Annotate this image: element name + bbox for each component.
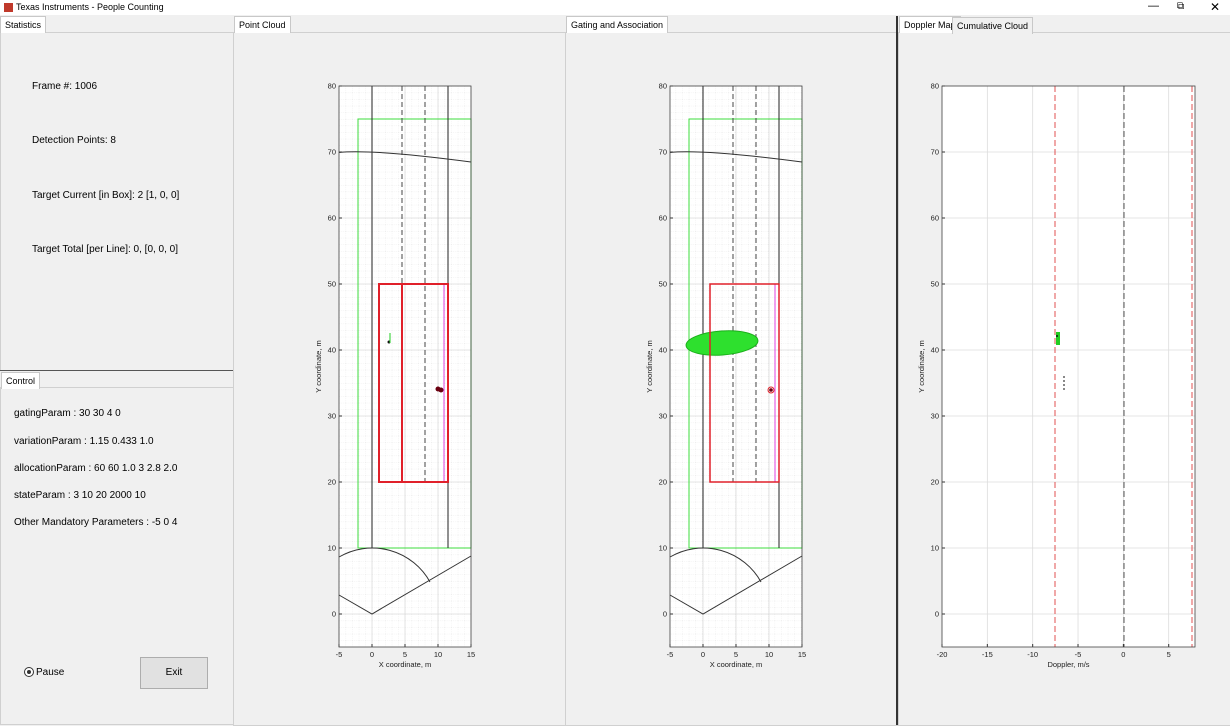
- point: [1056, 335, 1058, 337]
- x-axis-label: X coordinate, m: [379, 660, 432, 669]
- y-tick-label: 50: [659, 280, 667, 289]
- param-line: variationParam : 1.15 0.433 1.0: [14, 436, 154, 447]
- y-tick-label: 40: [328, 346, 336, 355]
- y-tick-label: 0: [935, 610, 939, 619]
- y-tick-label: 40: [659, 346, 667, 355]
- y-axis-label: Y coordinate, m: [645, 340, 654, 392]
- y-tick-label: 30: [931, 412, 939, 421]
- stat-line: Frame #: 1006: [32, 81, 98, 92]
- x-tick-label: -20: [937, 650, 948, 659]
- minor-grid: [670, 86, 802, 647]
- y-tick-label: 60: [659, 214, 667, 223]
- restore-button[interactable]: ⧉: [1177, 1, 1185, 12]
- y-tick-label: 40: [931, 346, 939, 355]
- tab[interactable]: Cumulative Cloud: [952, 17, 1034, 34]
- y-axis-label: Y coordinate, m: [917, 340, 926, 392]
- x-tick-label: 0: [1121, 650, 1125, 659]
- y-axis-label: Y coordinate, m: [314, 340, 323, 392]
- y-tick-label: 0: [332, 610, 336, 619]
- y-tick-label: 0: [663, 610, 667, 619]
- plot-area: [942, 86, 1195, 647]
- y-tick-label: 30: [328, 412, 336, 421]
- y-tick-label: 10: [931, 544, 939, 553]
- y-tick-label: 50: [931, 280, 939, 289]
- x-tick-label: 0: [370, 650, 374, 659]
- tab[interactable]: Point Cloud: [234, 16, 291, 33]
- stat-line: Target Total [per Line]: 0, [0, 0, 0]: [32, 244, 179, 255]
- gate-ellipse: [685, 330, 759, 356]
- point: [769, 388, 773, 392]
- x-tick-label: 5: [403, 650, 407, 659]
- axes-frame: [338, 85, 472, 648]
- x-tick-label: 5: [1167, 650, 1171, 659]
- x-tick-label: 15: [467, 650, 475, 659]
- tab[interactable]: Control: [1, 372, 41, 389]
- axes-frame: [669, 85, 803, 648]
- x-tick-label: -5: [1075, 650, 1082, 659]
- y-tick-label: 60: [931, 214, 939, 223]
- y-tick-label: 60: [328, 214, 336, 223]
- x-axis-label: X coordinate, m: [710, 660, 763, 669]
- x-tick-label: 15: [798, 650, 806, 659]
- app-icon: [4, 3, 13, 12]
- x-tick-label: 10: [765, 650, 773, 659]
- x-tick-label: 0: [701, 650, 705, 659]
- y-tick-label: 70: [931, 148, 939, 157]
- exit-button[interactable]: Exit: [140, 657, 208, 689]
- x-tick-label: 5: [734, 650, 738, 659]
- y-tick-label: 70: [659, 148, 667, 157]
- radio-dot: [27, 670, 31, 674]
- y-tick-label: 20: [328, 478, 336, 487]
- minor-grid: [339, 86, 471, 647]
- y-tick-label: 20: [659, 478, 667, 487]
- x-tick-label: -10: [1027, 650, 1038, 659]
- radio-label[interactable]: Pause: [36, 667, 65, 678]
- param-line: Other Mandatory Parameters : -5 0 4: [14, 517, 178, 528]
- stat-line: Detection Points: 8: [32, 135, 116, 146]
- window-title: Texas Instruments - People Counting: [16, 2, 164, 12]
- y-tick-label: 50: [328, 280, 336, 289]
- param-line: allocationParam : 60 60 1.0 3 2.8 2.0: [14, 463, 178, 474]
- param-line: stateParam : 3 10 20 2000 10: [14, 490, 146, 501]
- y-tick-label: 30: [659, 412, 667, 421]
- radio-button[interactable]: [24, 667, 34, 677]
- x-tick-label: -15: [982, 650, 993, 659]
- title-bar: Texas Instruments - People Counting — ⧉ …: [0, 0, 1230, 15]
- param-line: gatingParam : 30 30 4 0: [14, 408, 121, 419]
- red-box: [709, 283, 780, 483]
- stat-line: Target Current [in Box]: 2 [1, 0, 0]: [32, 190, 180, 201]
- divider: [0, 370, 233, 371]
- point: [1056, 332, 1060, 345]
- y-tick-label: 80: [328, 82, 336, 91]
- y-tick-label: 10: [328, 544, 336, 553]
- minimize-button[interactable]: —: [1148, 0, 1159, 12]
- axes-frame: [941, 85, 1196, 648]
- close-button[interactable]: ✕: [1210, 0, 1221, 14]
- x-tick-label: -5: [336, 650, 343, 659]
- x-tick-label: -5: [667, 650, 674, 659]
- tab[interactable]: Gating and Association: [566, 16, 669, 33]
- y-tick-label: 10: [659, 544, 667, 553]
- y-tick-label: 70: [328, 148, 336, 157]
- x-axis-label: Doppler, m/s: [1047, 660, 1089, 669]
- y-tick-label: 20: [931, 478, 939, 487]
- point: [438, 387, 444, 393]
- point: [767, 386, 775, 394]
- divider: [896, 16, 898, 725]
- red-box: [378, 283, 449, 483]
- y-tick-label: 80: [659, 82, 667, 91]
- tab[interactable]: Statistics: [0, 16, 47, 33]
- y-tick-label: 80: [931, 82, 939, 91]
- x-tick-label: 10: [434, 650, 442, 659]
